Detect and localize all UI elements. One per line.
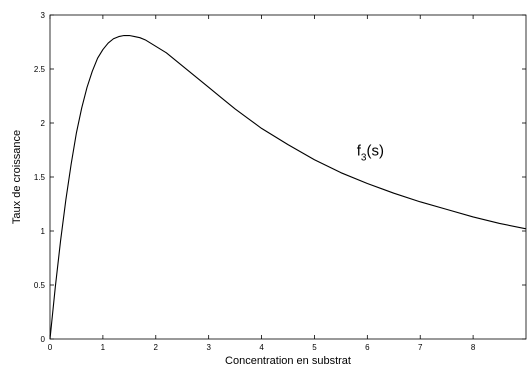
- y-tick-label: 1: [41, 227, 46, 236]
- x-tick-label: 7: [418, 343, 423, 352]
- y-tick-label: 0: [41, 335, 46, 344]
- y-axis-title: Taux de croissance: [11, 130, 23, 224]
- y-tick-label: 0.5: [34, 281, 46, 290]
- x-tick-label: 3: [206, 343, 211, 352]
- annotation-rest: (s): [366, 142, 384, 159]
- y-tick-label: 2: [41, 119, 46, 128]
- curve-annotation: f3(s): [357, 142, 384, 163]
- annotation-subscript: 3: [361, 152, 367, 163]
- series-line-0: [49, 34, 527, 340]
- x-tick-label: 2: [154, 343, 159, 352]
- y-tick-label: 3: [41, 11, 46, 20]
- plot-frame: [49, 14, 527, 340]
- x-axis-ticks: 0 1 2 3 4 5 6 7 8: [48, 15, 476, 352]
- x-tick-label: 4: [259, 343, 264, 352]
- x-tick-label: 8: [471, 343, 476, 352]
- x-tick-label: 0: [48, 343, 53, 352]
- y-tick-label: 1.5: [34, 173, 46, 182]
- x-tick-label: 1: [101, 343, 106, 352]
- annotation-base: f: [357, 142, 362, 159]
- y-axis-ticks: 0 0.5 1 1.5 2 2.5 3: [34, 11, 526, 344]
- x-tick-label: 6: [365, 343, 370, 352]
- y-tick-label: 2.5: [34, 65, 46, 74]
- x-axis-title: Concentration en substrat: [225, 355, 351, 367]
- x-tick-label: 5: [312, 343, 317, 352]
- series-layer: [49, 34, 527, 340]
